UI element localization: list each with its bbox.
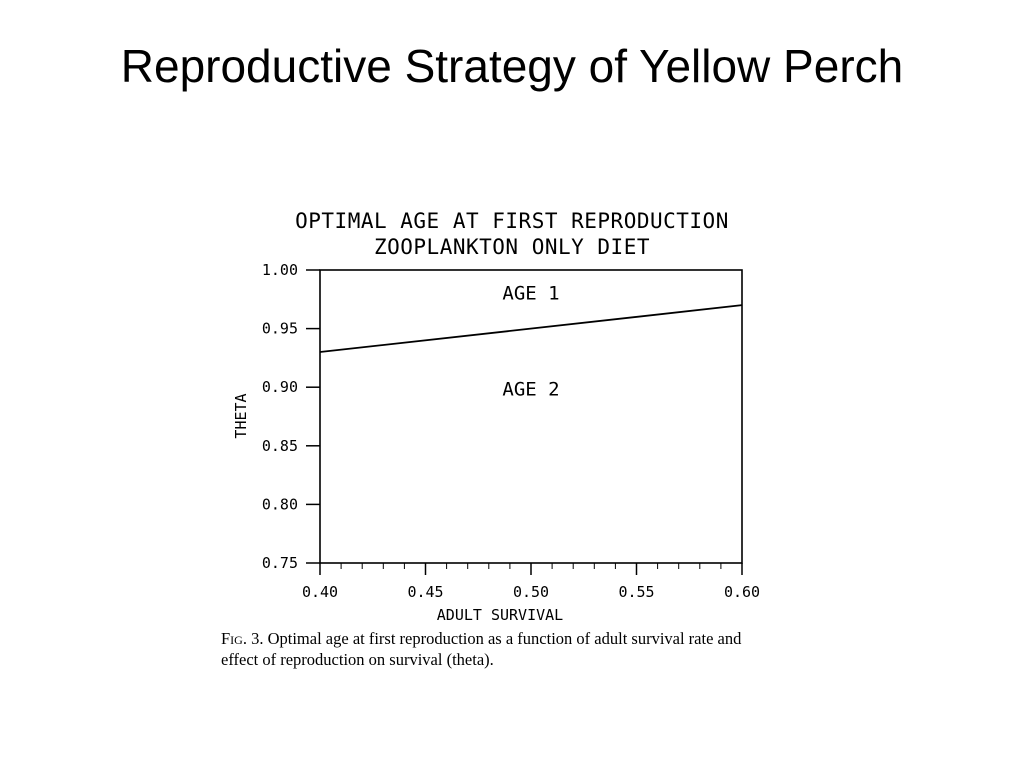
region-label: AGE 1	[502, 282, 559, 304]
boundary-line	[319, 304, 743, 353]
region-label: AGE 2	[502, 378, 559, 400]
chart-title: OPTIMAL AGE AT FIRST REPRODUCTION	[295, 209, 729, 233]
y-tick-label: 0.85	[262, 437, 298, 455]
y-tick-label: 0.75	[262, 554, 298, 572]
x-tick-label: 0.55	[618, 583, 654, 601]
x-tick-label: 0.45	[407, 583, 443, 601]
y-axis-label: THETA	[232, 393, 250, 438]
chart: OPTIMAL AGE AT FIRST REPRODUCTION ZOOPLA…	[232, 209, 760, 620]
y-tick-label: 1.00	[262, 261, 298, 279]
plot-frame	[319, 269, 743, 564]
y-tick-label: 0.95	[262, 320, 298, 338]
caption-text: Optimal age at first reproduction as a f…	[221, 629, 742, 669]
x-axis-label: ADULT SURVIVAL	[437, 606, 563, 620]
x-tick-label: 0.60	[724, 583, 760, 601]
figure-caption: Fig. 3. Optimal age at first reproductio…	[221, 628, 781, 670]
x-tick-label: 0.40	[302, 583, 338, 601]
slide-title: Reproductive Strategy of Yellow Perch	[120, 40, 904, 92]
chart-subtitle: ZOOPLANKTON ONLY DIET	[374, 235, 650, 259]
x-tick-label: 0.50	[513, 583, 549, 601]
caption-tag: Fig. 3.	[221, 629, 264, 648]
y-tick-label: 0.80	[262, 495, 298, 513]
y-tick-label: 0.90	[262, 378, 298, 396]
figure: OPTIMAL AGE AT FIRST REPRODUCTION ZOOPLA…	[210, 200, 790, 680]
